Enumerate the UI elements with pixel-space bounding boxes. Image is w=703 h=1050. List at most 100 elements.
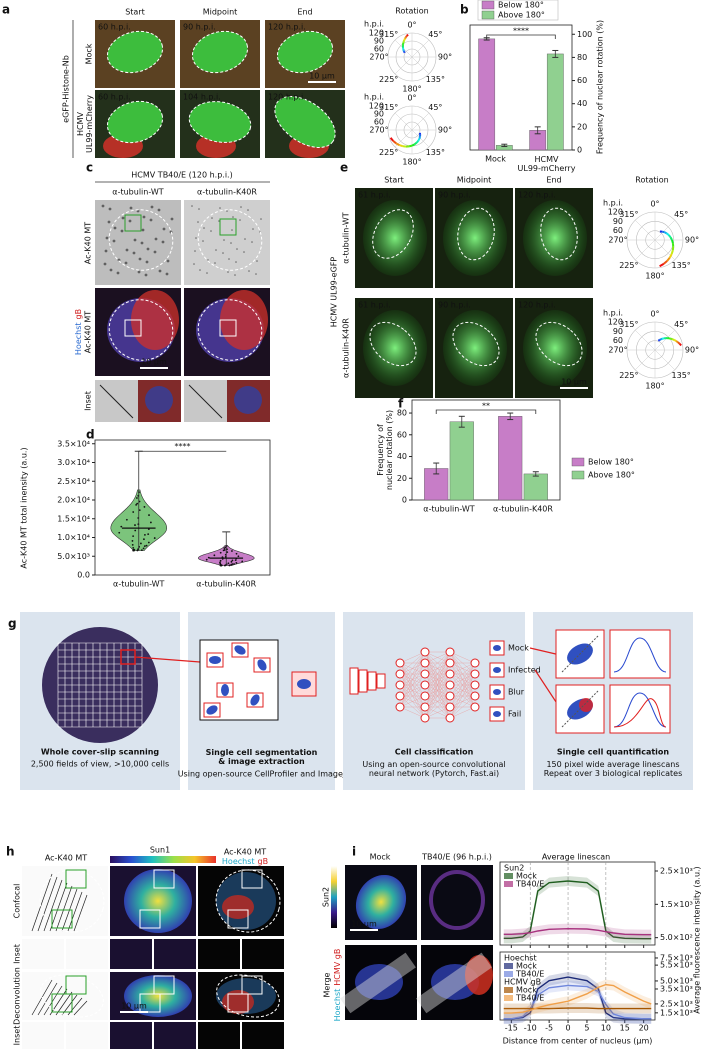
nn-edge (399, 651, 426, 675)
speckle (223, 239, 225, 241)
cell (493, 645, 501, 651)
nn-edge (449, 662, 476, 675)
violin-point (132, 546, 135, 549)
fiber (55, 885, 73, 932)
speckle (222, 252, 224, 254)
speckle (158, 269, 162, 273)
violin-point (233, 563, 235, 565)
nucleus-signal (523, 200, 587, 276)
legend-title: Sun2 (504, 864, 524, 873)
polar-angle-label: 315° (379, 103, 398, 112)
speckle (153, 250, 157, 254)
legend-label: Mock (516, 872, 537, 881)
speckle (203, 227, 205, 229)
nucleus-outline (535, 321, 583, 367)
violin-point (235, 562, 238, 564)
legend-title: Hoechst (504, 954, 537, 963)
nucleus-signal (192, 31, 248, 73)
rotation-trace (677, 341, 681, 345)
x-tick-label: 15 (620, 1024, 630, 1033)
bar (546, 53, 564, 151)
timestamp: 90 h.p.i. (438, 191, 471, 200)
speckle (199, 269, 201, 271)
violin-point (143, 545, 146, 548)
violin-point (230, 563, 232, 566)
arrow (529, 647, 561, 656)
rotation-trace (403, 51, 406, 54)
polar-spoke (394, 112, 413, 131)
bar (498, 416, 523, 501)
speckle (206, 272, 208, 274)
legend-swatch (504, 881, 513, 887)
gb-signal (220, 290, 268, 350)
y-tick-label: 20 (577, 122, 587, 131)
violin-point (143, 538, 145, 541)
x-tick-label: 20 (639, 1024, 649, 1033)
nn-edge (424, 651, 451, 708)
row-label: Ac-K40 MT (84, 311, 93, 353)
polar-angle-label: 315° (379, 30, 398, 39)
y-tick-label: 5.5×10³ (660, 961, 693, 970)
y-tick-label: 60 (397, 430, 407, 439)
legend-title: HCMV gB (504, 978, 541, 987)
nn-node (470, 680, 480, 690)
speckle (144, 273, 148, 277)
column-header: Mock (370, 853, 391, 862)
nucleus-outline (106, 100, 164, 144)
nucleus-outline (215, 869, 281, 933)
micrograph (22, 1022, 64, 1049)
speckle (227, 271, 229, 273)
gb-signal (465, 955, 493, 995)
speckle (162, 227, 166, 231)
nn-edge (399, 651, 426, 708)
speckle (109, 268, 113, 272)
cell-box (231, 642, 249, 658)
roi-box (241, 975, 263, 995)
legend-swatch (571, 470, 585, 480)
class-label: Infected (508, 666, 541, 675)
nn-node (420, 702, 430, 712)
violin-point (132, 535, 135, 538)
cell (297, 679, 311, 689)
polar-angle-label: 180° (645, 272, 664, 281)
nucleus-signal (107, 31, 163, 73)
nn-edge (449, 684, 476, 719)
row-label: Hoechst gB (74, 309, 83, 355)
rotation-trace (667, 234, 672, 238)
nucleus-signal (355, 964, 403, 1000)
legend-label: Above 180° (498, 11, 545, 20)
polar-angle-label: 45° (428, 103, 442, 112)
y-tick-label: 40 (577, 99, 587, 108)
roi-box (139, 993, 161, 1013)
legend-label: Below 180° (588, 458, 634, 467)
rotation-trace (406, 33, 409, 37)
polar-radial-title: h.p.i. (364, 93, 384, 102)
nn-node (420, 647, 430, 657)
y-tick-label: 5.0×10³ (57, 552, 90, 561)
speckle (141, 228, 145, 232)
speckle (125, 248, 129, 252)
step-text: 150 pixel wide average linescans Repeat o… (544, 760, 682, 778)
y-tick-label: 2.5×10³ (660, 867, 693, 876)
violin-point (228, 564, 231, 567)
nucleus-signal (523, 310, 587, 386)
y-tick-label: 1.5×10³ (660, 900, 693, 909)
speckle (198, 208, 200, 210)
speckle (207, 259, 209, 261)
nn-node (470, 658, 480, 668)
polar-angle-label: 315° (619, 320, 638, 329)
step-text: 2,500 fields of view, >10,000 cells (31, 760, 169, 769)
legend-label: TB40/E (515, 970, 544, 979)
nn-edge (449, 662, 476, 708)
speckle (133, 238, 137, 242)
speckle (243, 251, 245, 253)
speckle (214, 262, 216, 264)
column-header: Midpoint (203, 8, 238, 17)
panel-label: i (352, 845, 356, 859)
rotation-trace (657, 339, 661, 342)
scale-bar-label: 10 µm (351, 920, 377, 929)
polar-spoke (411, 112, 430, 131)
violin-point (230, 560, 233, 563)
nucleus-outline (108, 299, 174, 361)
violin-point (136, 497, 138, 499)
